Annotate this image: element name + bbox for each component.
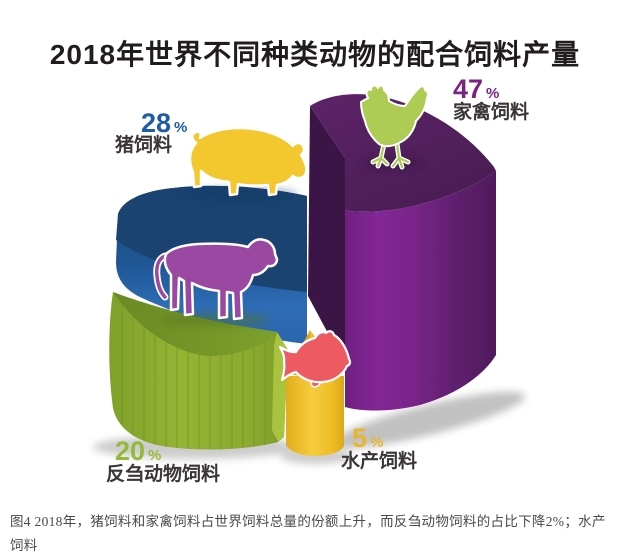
aqua-name-label: 水产饲料 bbox=[341, 451, 418, 472]
pig-percent-label: 28% bbox=[141, 110, 187, 137]
poultry-percent-unit: % bbox=[486, 85, 500, 102]
ruminant-percent-value: 20 bbox=[115, 436, 146, 466]
aqua-percent-unit: % bbox=[370, 434, 384, 451]
pig-percent-unit: % bbox=[174, 119, 188, 136]
fish-icon bbox=[278, 330, 352, 388]
poultry-percent-label: 47% bbox=[453, 76, 499, 103]
aqua-percent-label: 5% bbox=[352, 425, 383, 452]
pig-icon bbox=[188, 126, 308, 197]
ruminant-percent-unit: % bbox=[148, 447, 162, 464]
poultry-name-label: 家禽饲料 bbox=[453, 102, 530, 123]
pig-percent-value: 28 bbox=[141, 108, 172, 138]
chicken-icon bbox=[360, 84, 430, 170]
ruminant-percent-label: 20% bbox=[115, 438, 161, 465]
poultry-percent-value: 47 bbox=[453, 74, 484, 104]
figure-caption: 图4 2018年，猪饲料和家禽饲料占世界饲料总量的份额上升，而反刍动物饲料的占比… bbox=[10, 510, 612, 555]
slice-ruminant-feed bbox=[109, 292, 288, 450]
ruminant-name-label: 反刍动物饲料 bbox=[106, 464, 221, 485]
pig-name-label: 猪饲料 bbox=[115, 135, 173, 156]
aqua-percent-value: 5 bbox=[352, 423, 368, 453]
cow-icon bbox=[153, 238, 279, 321]
slice-poultry-feed bbox=[308, 94, 496, 411]
page-title: 2018年世界不同种类动物的配合饲料产量 bbox=[49, 39, 581, 70]
figure-caption-line1: 图4 2018年，猪饲料和家禽饲料占世界饲料总量的份额上升，而反刍动物饲料的占比… bbox=[10, 514, 606, 553]
